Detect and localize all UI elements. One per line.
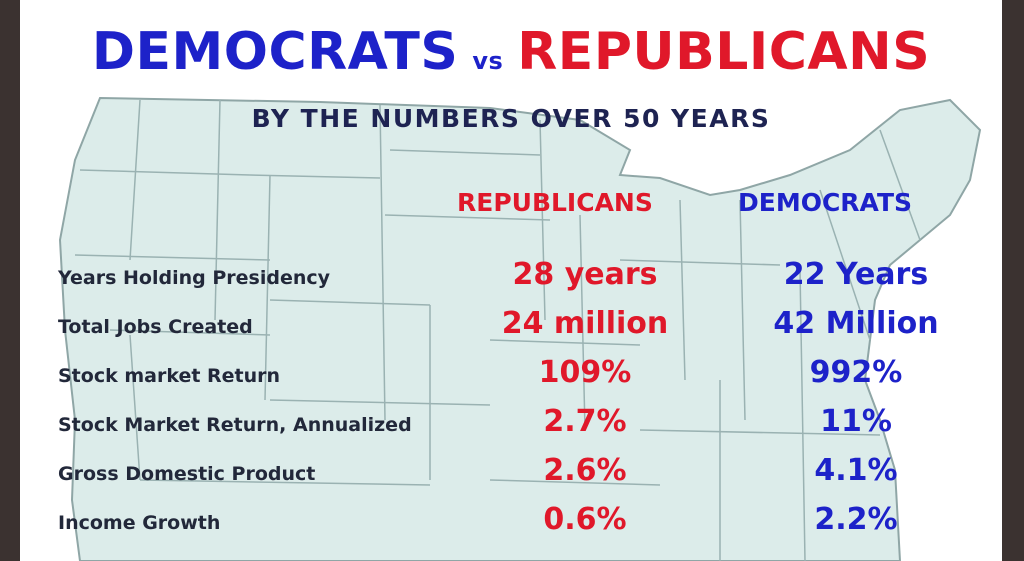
table-row: Stock market Return 109% 992%	[20, 353, 1002, 397]
infographic-poster: DEMOCRATS vs REPUBLICANS BY THE NUMBERS OV…	[20, 0, 1002, 561]
row-label: Years Holding Presidency	[58, 267, 331, 289]
page-subtitle: BY THE NUMBERS OVER 50 YEARS	[251, 104, 771, 133]
row-label: Gross Domestic Product	[58, 463, 316, 485]
row-label: Income Growth	[58, 512, 221, 534]
table-row: Years Holding Presidency 28 years 22 Yea…	[20, 255, 1002, 299]
page-title: DEMOCRATS vs REPUBLICANS	[20, 22, 1002, 82]
table-row: Gross Domestic Product 2.6% 4.1%	[20, 451, 1002, 495]
republicans-value: 109%	[538, 355, 632, 390]
table-row: Stock Market Return, Annualized 2.7% 11%	[20, 402, 1002, 446]
us-map-outline	[58, 96, 982, 561]
us-map-state-borders	[74, 99, 921, 561]
democrats-value: 992%	[809, 355, 903, 390]
republicans-value: 24 million	[501, 306, 669, 341]
title-vs: vs	[472, 47, 504, 75]
us-map-background	[58, 96, 982, 561]
title-democrats: DEMOCRATS	[91, 22, 459, 82]
table-row: Total Jobs Created 24 million 42 Million	[20, 304, 1002, 348]
row-label: Total Jobs Created	[58, 316, 253, 338]
democrats-value: 22 Years	[783, 257, 929, 292]
column-header-democrats: DEMOCRATS	[738, 188, 913, 217]
republicans-value: 28 years	[512, 257, 658, 292]
table-row: Income Growth 0.6% 2.2%	[20, 500, 1002, 544]
republicans-value: 2.6%	[543, 453, 627, 488]
row-label: Stock market Return	[58, 365, 281, 387]
democrats-value: 2.2%	[814, 502, 898, 537]
democrats-value: 11%	[820, 404, 892, 439]
title-republicans: REPUBLICANS	[517, 22, 931, 82]
republicans-value: 0.6%	[543, 502, 627, 537]
column-header-republicans: REPUBLICANS	[457, 188, 653, 217]
row-label: Stock Market Return, Annualized	[58, 414, 412, 436]
democrats-value: 42 Million	[773, 306, 939, 341]
democrats-value: 4.1%	[814, 453, 898, 488]
republicans-value: 2.7%	[543, 404, 627, 439]
